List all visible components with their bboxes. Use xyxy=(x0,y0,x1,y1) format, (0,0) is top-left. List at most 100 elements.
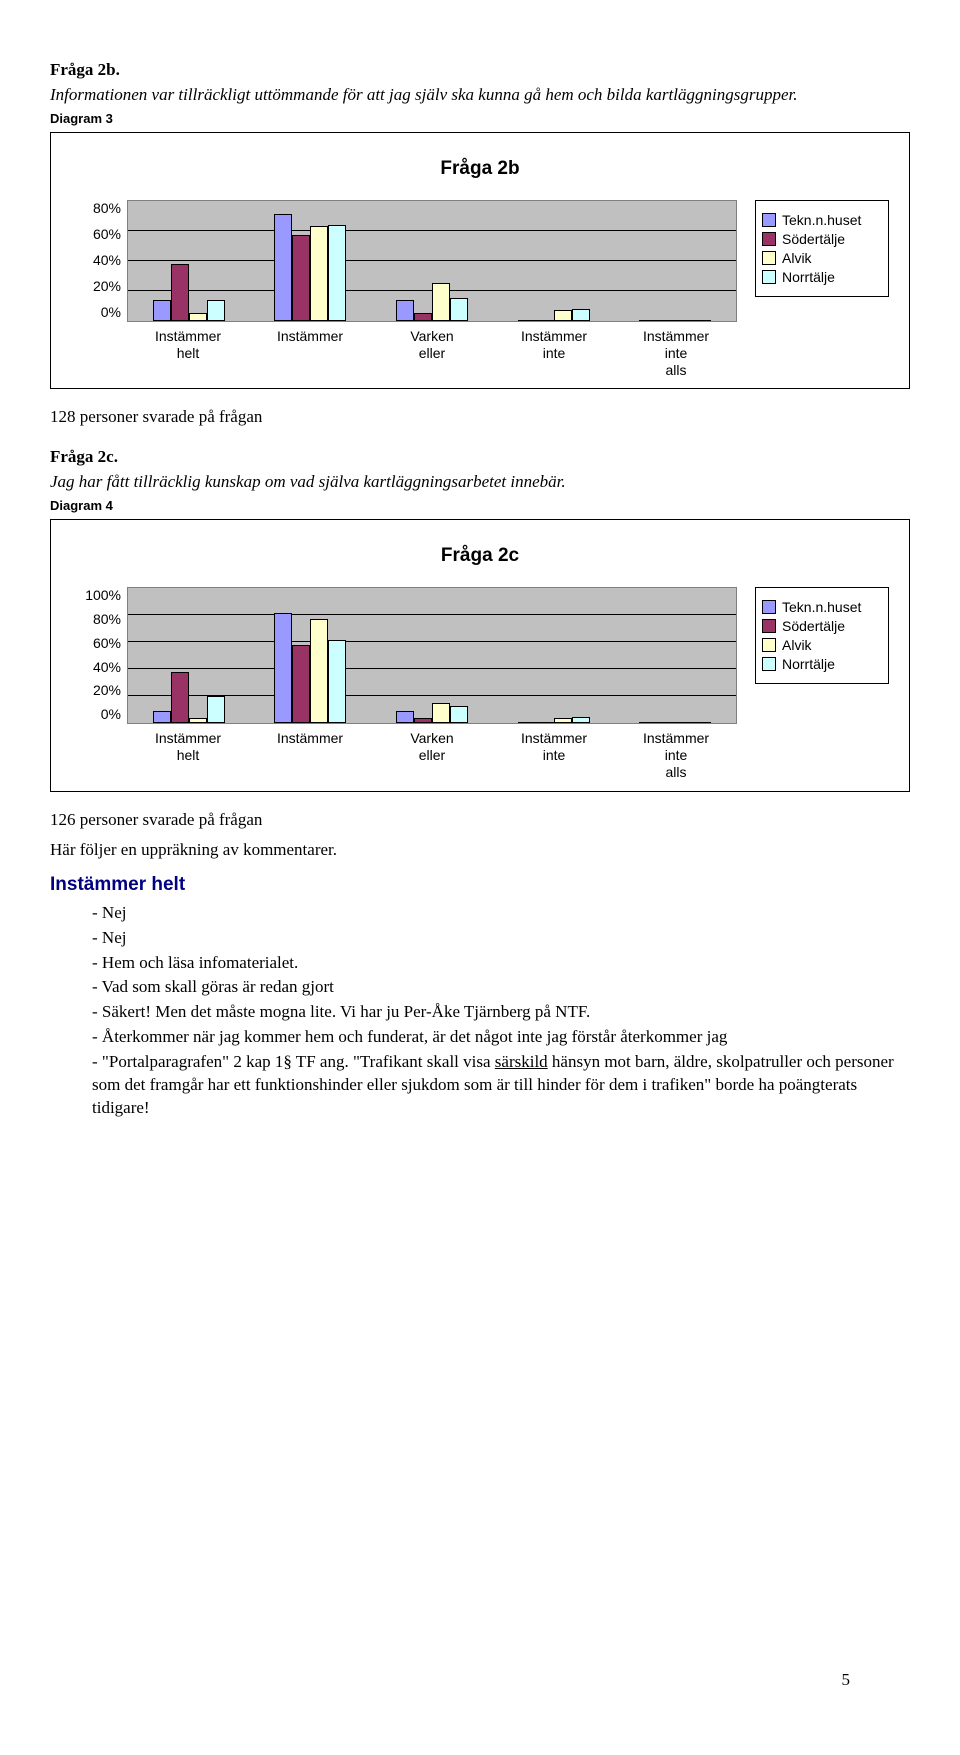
bar xyxy=(518,722,536,723)
ytick-label: 100% xyxy=(71,587,121,603)
x-label: Varkeneller xyxy=(371,730,493,780)
x-label: Instämmerinte xyxy=(493,730,615,780)
comment-item: Hem och läsa infomaterialet. xyxy=(92,952,910,975)
legend-item: Södertälje xyxy=(762,231,882,247)
comment-item: Säkert! Men det måste mogna lite. Vi har… xyxy=(92,1001,910,1024)
diagram3-label: Diagram 3 xyxy=(50,111,910,126)
bar xyxy=(536,320,554,321)
ytick-label: 40% xyxy=(71,659,121,675)
chart-2b: Fråga 2b 80%60%40%20%0% InstämmerheltIns… xyxy=(50,132,910,389)
ytick-label: 40% xyxy=(71,252,121,268)
chart-2c-yaxis: 100%80%60%40%20%0% xyxy=(71,587,127,722)
ytick-label: 0% xyxy=(71,706,121,722)
legend-item: Södertälje xyxy=(762,618,882,634)
legend-label: Norrtälje xyxy=(782,269,835,285)
bar xyxy=(189,313,207,321)
bar xyxy=(639,320,657,321)
comments-intro: Här följer en uppräkning av kommentarer. xyxy=(50,840,910,860)
bar xyxy=(450,706,468,724)
x-label: Instämmerhelt xyxy=(127,730,249,780)
respondents-2b: 128 personer svarade på frågan xyxy=(50,407,910,427)
bar-group xyxy=(371,283,493,321)
bar xyxy=(675,320,693,321)
chart-2c-plot xyxy=(127,587,737,724)
comments-list: NejNejHem och läsa infomaterialet.Vad so… xyxy=(50,902,910,1120)
legend-item: Tekn.n.huset xyxy=(762,212,882,228)
bar xyxy=(171,672,189,723)
bar-group xyxy=(371,703,493,723)
bar xyxy=(432,703,450,723)
chart-2b-yaxis: 80%60%40%20%0% xyxy=(71,200,127,320)
section-head-instammer-helt: Instämmer helt xyxy=(50,874,910,896)
bar xyxy=(572,309,590,321)
bar xyxy=(414,313,432,321)
bar xyxy=(554,310,572,321)
chart-2c: Fråga 2c 100%80%60%40%20%0% Instämmerhel… xyxy=(50,519,910,791)
ytick-label: 0% xyxy=(71,304,121,320)
bar xyxy=(657,722,675,723)
q2c-heading: Fråga 2c. xyxy=(50,447,910,467)
comment-item: Nej xyxy=(92,927,910,950)
bar-group xyxy=(128,264,250,321)
x-label: Instämmer xyxy=(249,328,371,378)
legend-label: Norrtälje xyxy=(782,656,835,672)
bar xyxy=(450,298,468,321)
bar xyxy=(328,640,346,724)
legend-swatch xyxy=(762,251,776,265)
bar xyxy=(396,300,414,321)
chart-2b-xlabels: InstämmerheltInstämmerVarkenellerInstämm… xyxy=(127,328,737,378)
bar xyxy=(153,300,171,321)
q2b-heading: Fråga 2b. xyxy=(50,60,910,80)
bar xyxy=(432,283,450,321)
x-label: Instämmerinte xyxy=(493,328,615,378)
comment-item: Nej xyxy=(92,902,910,925)
legend-label: Södertälje xyxy=(782,618,845,634)
page-number: 5 xyxy=(842,1670,851,1690)
comment-item: Vad som skall göras är redan gjort xyxy=(92,976,910,999)
bar xyxy=(675,722,693,723)
legend-swatch xyxy=(762,600,776,614)
bar xyxy=(207,696,225,723)
bar xyxy=(328,225,346,321)
ytick-label: 80% xyxy=(71,200,121,216)
bar xyxy=(572,717,590,724)
legend-label: Alvik xyxy=(782,637,812,653)
chart-2c-legend: Tekn.n.huset Södertälje Alvik Norrtälje xyxy=(755,587,889,684)
legend-item: Norrtälje xyxy=(762,269,882,285)
legend-item: Tekn.n.huset xyxy=(762,599,882,615)
bar xyxy=(518,320,536,321)
bar xyxy=(414,718,432,723)
ytick-label: 20% xyxy=(71,278,121,294)
legend-swatch xyxy=(762,657,776,671)
ytick-label: 20% xyxy=(71,682,121,698)
diagram4-label: Diagram 4 xyxy=(50,498,910,513)
legend-label: Tekn.n.huset xyxy=(782,212,861,228)
bar xyxy=(274,214,292,321)
bar xyxy=(207,300,225,321)
chart-2b-title: Fråga 2b xyxy=(71,158,889,180)
legend-swatch xyxy=(762,619,776,633)
bar xyxy=(274,613,292,724)
bar xyxy=(554,718,572,723)
bar xyxy=(189,718,207,723)
bar xyxy=(292,235,310,321)
respondents-2c: 126 personer svarade på frågan xyxy=(50,810,910,830)
bar xyxy=(693,320,711,321)
bar xyxy=(153,711,171,723)
legend-swatch xyxy=(762,232,776,246)
bar-group xyxy=(614,722,736,723)
legend-item: Alvik xyxy=(762,250,882,266)
bar-group xyxy=(614,320,736,321)
comment-item: "Portalparagrafen" 2 kap 1§ TF ang. "Tra… xyxy=(92,1051,910,1120)
bar xyxy=(657,320,675,321)
bar-group xyxy=(493,309,615,321)
chart-2b-legend: Tekn.n.huset Södertälje Alvik Norrtälje xyxy=(755,200,889,297)
x-label: Instämmerintealls xyxy=(615,328,737,378)
x-label: Varkeneller xyxy=(371,328,493,378)
legend-label: Tekn.n.huset xyxy=(782,599,861,615)
x-label: Instämmer xyxy=(249,730,371,780)
q2c-body: Jag har fått tillräcklig kunskap om vad … xyxy=(50,471,910,494)
chart-2b-plot xyxy=(127,200,737,322)
legend-swatch xyxy=(762,213,776,227)
x-label: Instämmerintealls xyxy=(615,730,737,780)
